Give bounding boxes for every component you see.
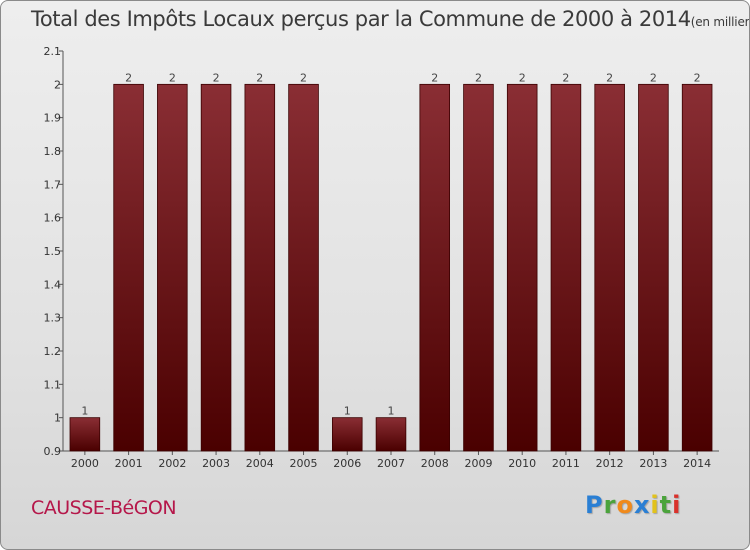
y-tick-label: 1.5 [44,245,62,258]
data-label-2009: 2 [475,71,482,84]
x-tick-label-2010: 2010 [508,457,536,470]
x-tick-label-2014: 2014 [683,457,711,470]
data-label-2003: 2 [213,71,220,84]
data-label-2014: 2 [694,71,701,84]
bar-2011 [550,83,582,452]
x-tick-label-2012: 2012 [596,457,624,470]
x-tick-label-2011: 2011 [552,457,580,470]
bar-2006 [331,417,363,452]
title-main: Total des Impôts Locaux perçus par la Co… [31,7,691,31]
bar-2012 [594,83,625,452]
data-label-2008: 2 [431,71,438,84]
x-tick-label-2005: 2005 [290,457,318,470]
x-tick-label-2008: 2008 [421,457,449,470]
bars [69,83,713,452]
data-label-2007: 1 [388,405,395,418]
logo-letter: P [585,491,604,519]
x-tick-label-2013: 2013 [639,457,667,470]
bar-2014 [681,83,713,452]
bar-2003 [200,83,232,452]
y-tick-labels: 0.9 1 1.1 1.2 1.3 1.4 1.5 1.6 1.7 1.8 1.9 2 2.1 [44,45,62,458]
logo-letter: o [616,491,634,519]
x-tick-label-2004: 2004 [246,457,274,470]
y-tick-label: 1 [54,412,61,425]
bar-2002 [157,83,188,452]
data-label-2002: 2 [169,71,176,84]
x-tick-label-2003: 2003 [202,457,230,470]
y-tick-label: 2 [54,78,61,91]
bar-2001 [113,83,144,452]
y-tick-label: 1.3 [44,312,62,325]
y-tick-label: 1.9 [44,112,62,125]
bar-2000 [69,417,101,452]
data-label-2004: 2 [256,71,263,84]
logo-letter: x [633,491,651,519]
bar-2004 [244,83,276,452]
y-tick-label: 2.1 [44,45,62,58]
bar-2013 [638,83,669,452]
y-tick-label: 1.4 [44,278,62,291]
logo-letter: i [650,491,660,519]
data-label-2001: 2 [125,71,132,84]
y-tick-label: 0.9 [44,445,62,458]
chart-title: Total des Impôts Locaux perçus par la Co… [31,7,750,31]
data-label-2012: 2 [606,71,613,84]
logo-letter: r [603,491,617,519]
data-labels: 1 2 2 2 2 2 1 1 2 2 2 2 2 2 2 [81,71,700,417]
x-tick-label-2006: 2006 [333,457,361,470]
y-tick-label: 1.6 [44,212,62,225]
x-tick-label-2000: 2000 [71,457,99,470]
x-tick-label-2007: 2007 [377,457,405,470]
bar-2007 [375,417,407,452]
proxiti-logo[interactable]: Proxiti [585,491,681,519]
x-tick-label-2001: 2001 [115,457,143,470]
x-tick-labels: 2000 2001 2002 2003 2004 2005 2006 2007 2008 2009… [71,457,711,470]
data-label-2013: 2 [650,71,657,84]
data-label-2006: 1 [344,405,351,418]
bar-2009 [463,83,494,452]
data-label-2000: 1 [81,405,88,418]
y-tick-label: 1.7 [44,178,62,191]
title-unit: (en milliers d'€) [690,15,750,29]
data-label-2011: 2 [562,71,569,84]
x-tick-label-2009: 2009 [464,457,492,470]
commune-name: CAUSSE-BéGON [31,497,177,519]
bar-2008 [419,83,451,452]
bar-2010 [506,83,538,452]
data-label-2010: 2 [519,71,526,84]
y-tick-label: 1.1 [44,378,62,391]
logo-letter: i [672,491,682,519]
bar-2005 [288,83,319,452]
y-tick-label: 1.2 [44,345,62,358]
y-tick-label: 1.8 [44,145,62,158]
data-label-2005: 2 [300,71,307,84]
x-tick-label-2002: 2002 [158,457,186,470]
logo-letter: t [659,491,673,519]
